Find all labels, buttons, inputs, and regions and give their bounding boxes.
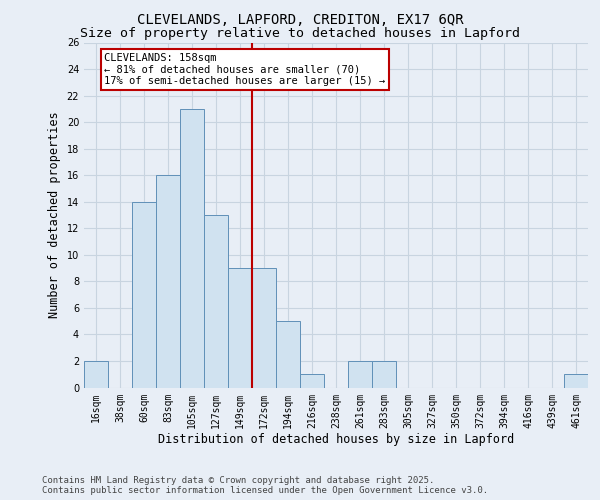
Text: CLEVELANDS: 158sqm
← 81% of detached houses are smaller (70)
17% of semi-detache: CLEVELANDS: 158sqm ← 81% of detached hou… bbox=[104, 53, 386, 86]
Bar bbox=[300, 374, 324, 388]
Bar bbox=[564, 374, 588, 388]
Text: CLEVELANDS, LAPFORD, CREDITON, EX17 6QR: CLEVELANDS, LAPFORD, CREDITON, EX17 6QR bbox=[137, 12, 463, 26]
X-axis label: Distribution of detached houses by size in Lapford: Distribution of detached houses by size … bbox=[158, 433, 514, 446]
Bar bbox=[276, 321, 300, 388]
Bar bbox=[132, 202, 156, 388]
Bar bbox=[84, 361, 108, 388]
Bar bbox=[228, 268, 252, 388]
Y-axis label: Number of detached properties: Number of detached properties bbox=[48, 112, 61, 318]
Bar bbox=[252, 268, 276, 388]
Bar bbox=[372, 361, 396, 388]
Bar bbox=[156, 175, 180, 388]
Bar bbox=[204, 215, 228, 388]
Bar bbox=[348, 361, 372, 388]
Text: Size of property relative to detached houses in Lapford: Size of property relative to detached ho… bbox=[80, 28, 520, 40]
Bar bbox=[180, 109, 204, 388]
Text: Contains HM Land Registry data © Crown copyright and database right 2025.
Contai: Contains HM Land Registry data © Crown c… bbox=[42, 476, 488, 495]
